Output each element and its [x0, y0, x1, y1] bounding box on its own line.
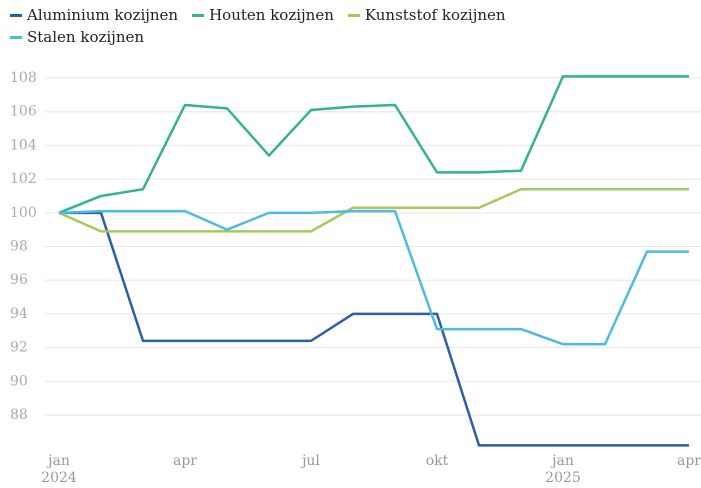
y-tick-label: 96 — [10, 272, 28, 288]
legend: Aluminium kozijnen Houten kozijnen Kunstst… — [10, 6, 650, 46]
legend-item: Stalen kozijnen — [10, 28, 144, 46]
y-tick-label: 108 — [10, 70, 37, 86]
series-line — [58, 75, 689, 214]
y-tick-label: 94 — [10, 306, 28, 322]
legend-label: Stalen kozijnen — [27, 28, 145, 46]
y-tick-label: 100 — [10, 205, 37, 221]
y-tick-label: 92 — [10, 340, 28, 356]
legend-swatch — [10, 13, 22, 17]
legend-item: Houten kozijnen — [192, 6, 334, 24]
y-tick-label: 88 — [10, 407, 28, 423]
legend-swatch — [10, 35, 22, 39]
y-tick-label: 106 — [10, 104, 37, 120]
series-line — [59, 211, 689, 447]
legend-label: Aluminium kozijnen — [27, 6, 179, 24]
x-tick-label: jul — [302, 453, 320, 469]
legend-label: Kunststof kozijnen — [364, 6, 506, 24]
x-tick-label: jan 2025 — [545, 453, 581, 486]
x-tick-label: okt — [425, 453, 449, 469]
legend-swatch — [347, 13, 360, 17]
legend-item: Kunststof kozijnen — [347, 6, 506, 24]
y-tick-label: 104 — [10, 137, 37, 153]
legend-swatch — [192, 13, 205, 17]
x-tick-label: jan 2024 — [41, 453, 77, 486]
legend-item: Aluminium kozijnen — [10, 6, 178, 24]
legend-label: Houten kozijnen — [209, 6, 334, 24]
x-tick-label: apr — [172, 453, 197, 469]
series-line — [58, 209, 689, 346]
series-line — [58, 187, 689, 233]
y-tick-label: 90 — [10, 373, 28, 389]
y-tick-label: 98 — [10, 239, 28, 255]
x-tick-label: apr — [676, 453, 701, 469]
y-tick-label: 102 — [10, 171, 37, 187]
